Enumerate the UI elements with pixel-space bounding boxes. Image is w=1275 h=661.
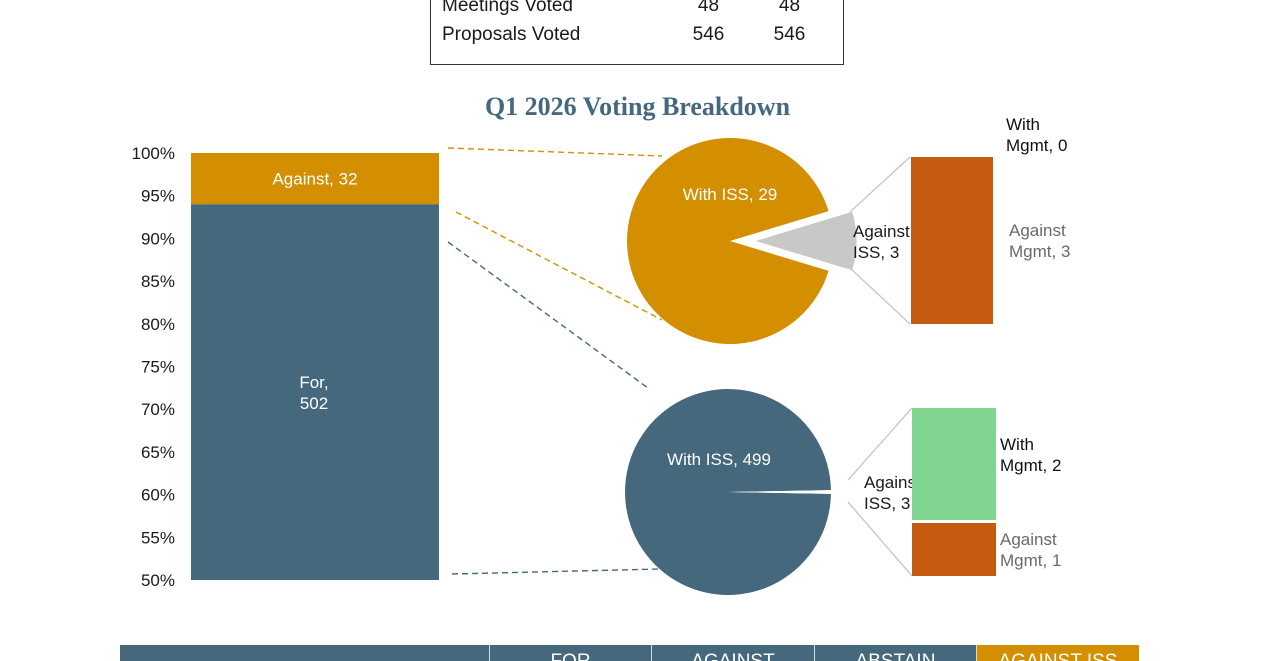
y-tick-label: 65%	[141, 443, 175, 462]
header-cell-abstain: ABSTAIN	[814, 645, 976, 661]
pie-label-with-iss: With ISS, 499	[667, 450, 771, 469]
bar-against	[191, 153, 439, 205]
chart-title: Q1 2026 Voting Breakdown	[484, 92, 791, 121]
header-cell-against-iss: AGAINST ISS	[976, 645, 1139, 661]
pie-slice-against-iss	[728, 490, 831, 494]
breakdown-connector	[847, 501, 913, 577]
bar-for	[191, 204, 439, 580]
y-tick-label: 80%	[141, 315, 175, 334]
pie-slice-with-iss	[627, 137, 829, 345]
bottom-table-header: FOR AGAINST ABSTAIN AGAINST ISS	[120, 645, 1139, 661]
connector-line	[447, 147, 663, 157]
y-tick-label: 75%	[141, 358, 175, 377]
summary-row-proposals: Proposals Voted 546 546	[431, 24, 843, 50]
summary-table: Meetings Voted 48 48 Proposals Voted 546…	[430, 0, 844, 65]
y-tick-label: 90%	[141, 229, 175, 248]
summary-label: Proposals Voted	[442, 24, 581, 45]
summary-value: 546	[692, 24, 725, 45]
breakdown-label-against-mgmt: Against Mgmt, 1	[1000, 530, 1061, 570]
bar-against-label: Against, 32	[272, 170, 357, 189]
y-tick-label: 100%	[132, 144, 175, 163]
y-tick-label: 85%	[141, 272, 175, 291]
connector-line	[455, 211, 663, 321]
summary-value: 48	[697, 0, 720, 16]
summary-label: Meetings Voted	[442, 0, 573, 16]
breakdown-bar-against-mgmt	[911, 157, 993, 324]
breakdown-connector	[849, 267, 911, 325]
summary-row-meetings: Meetings Voted 48 48	[431, 0, 843, 21]
breakdown-label-against-mgmt: Against Mgmt, 3	[1009, 221, 1070, 261]
bar-for-label: For, 502	[299, 373, 328, 413]
breakdown-label-with-mgmt: With Mgmt, 2	[1000, 435, 1061, 475]
voting-breakdown-chart: 100% 95% 90% 85% 80% 75% 70% 65% 60% 55% 50% Agains…	[132, 115, 1070, 595]
y-tick-label: 60%	[141, 486, 175, 505]
pie-label-against-iss: Against ISS, 3	[853, 222, 910, 262]
header-cell-blank	[120, 645, 489, 661]
y-tick-label: 50%	[141, 571, 175, 590]
connector-line	[447, 241, 649, 389]
breakdown-bar-against-mgmt	[912, 523, 996, 576]
breakdown-connector	[849, 156, 911, 213]
summary-value: 546	[773, 24, 806, 45]
breakdown-label-with-mgmt: With Mgmt, 0	[1006, 115, 1067, 155]
y-tick-label: 55%	[141, 528, 175, 547]
connector-line	[451, 568, 661, 575]
breakdown-connector	[847, 407, 913, 481]
y-tick-label: 95%	[141, 187, 175, 206]
pie-label-against-iss: Against ISS, 3	[864, 473, 921, 513]
y-tick-label: 70%	[141, 400, 175, 419]
breakdown-bar-with-mgmt	[912, 408, 996, 520]
pie-slice-with-iss	[625, 389, 831, 595]
header-cell-against: AGAINST	[651, 645, 814, 661]
summary-value: 48	[778, 0, 801, 16]
pie-label-with-iss: With ISS, 29	[683, 185, 777, 204]
header-cell-for: FOR	[489, 645, 651, 661]
